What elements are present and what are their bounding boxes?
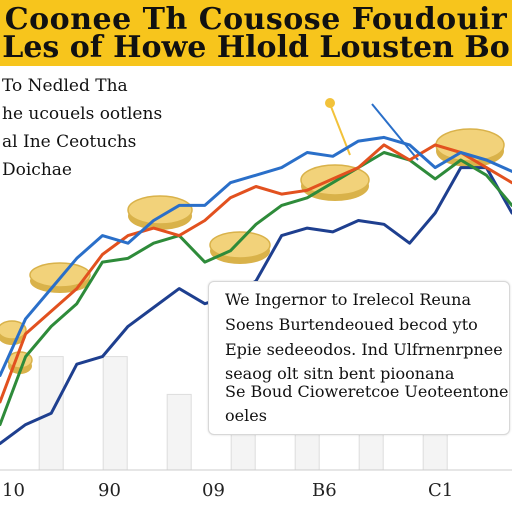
pointer-dot: [325, 98, 335, 108]
coin-icon: [29, 262, 91, 288]
x-tick-label: 09: [202, 480, 225, 501]
coin-icon: [127, 195, 193, 225]
coin-icon: [209, 231, 271, 259]
background-bar: [166, 393, 192, 471]
callout-line: Se Boud Cioweretcoe Ueoteentone: [225, 382, 509, 401]
callout-line: Soens Burtendeoued becod yto: [225, 315, 478, 334]
background-bar: [38, 356, 64, 471]
x-tick-label: 10: [2, 480, 25, 501]
title-banner: Coonee Th Cousose Foudouir Les of Howe H…: [0, 0, 512, 66]
x-tick-label: B6: [312, 480, 337, 501]
title-line-2: Les of Howe Hlold Lousten Bo: [2, 30, 510, 65]
x-tick-label: C1: [428, 480, 454, 501]
series-line: [0, 135, 512, 377]
side-text-line: To Nedled Tha: [2, 76, 128, 96]
series-line: [0, 151, 512, 427]
series-line: [0, 143, 512, 404]
background-bar: [102, 356, 128, 471]
title-line-1: Coonee Th Cousose Foudouir: [4, 2, 508, 37]
x-tick-label: 90: [98, 480, 121, 501]
callout-line: oeles: [225, 406, 267, 425]
callout-line: Epie sedeeodos. Ind Ulfrnenrpnee: [225, 340, 503, 359]
side-text-line: al Ine Ceotuchs: [2, 132, 137, 152]
side-text-line: Doichae: [2, 160, 72, 180]
callout-box: We Ingernor to Irelecol Reuna Soens Burt…: [208, 281, 510, 435]
pointer-line: [371, 103, 419, 161]
side-text-line: he ucouels ootlens: [2, 104, 163, 124]
callout-line: We Ingernor to Irelecol Reuna: [225, 290, 471, 309]
callout-line: seaog olt sitn bent pioonana: [225, 364, 455, 383]
